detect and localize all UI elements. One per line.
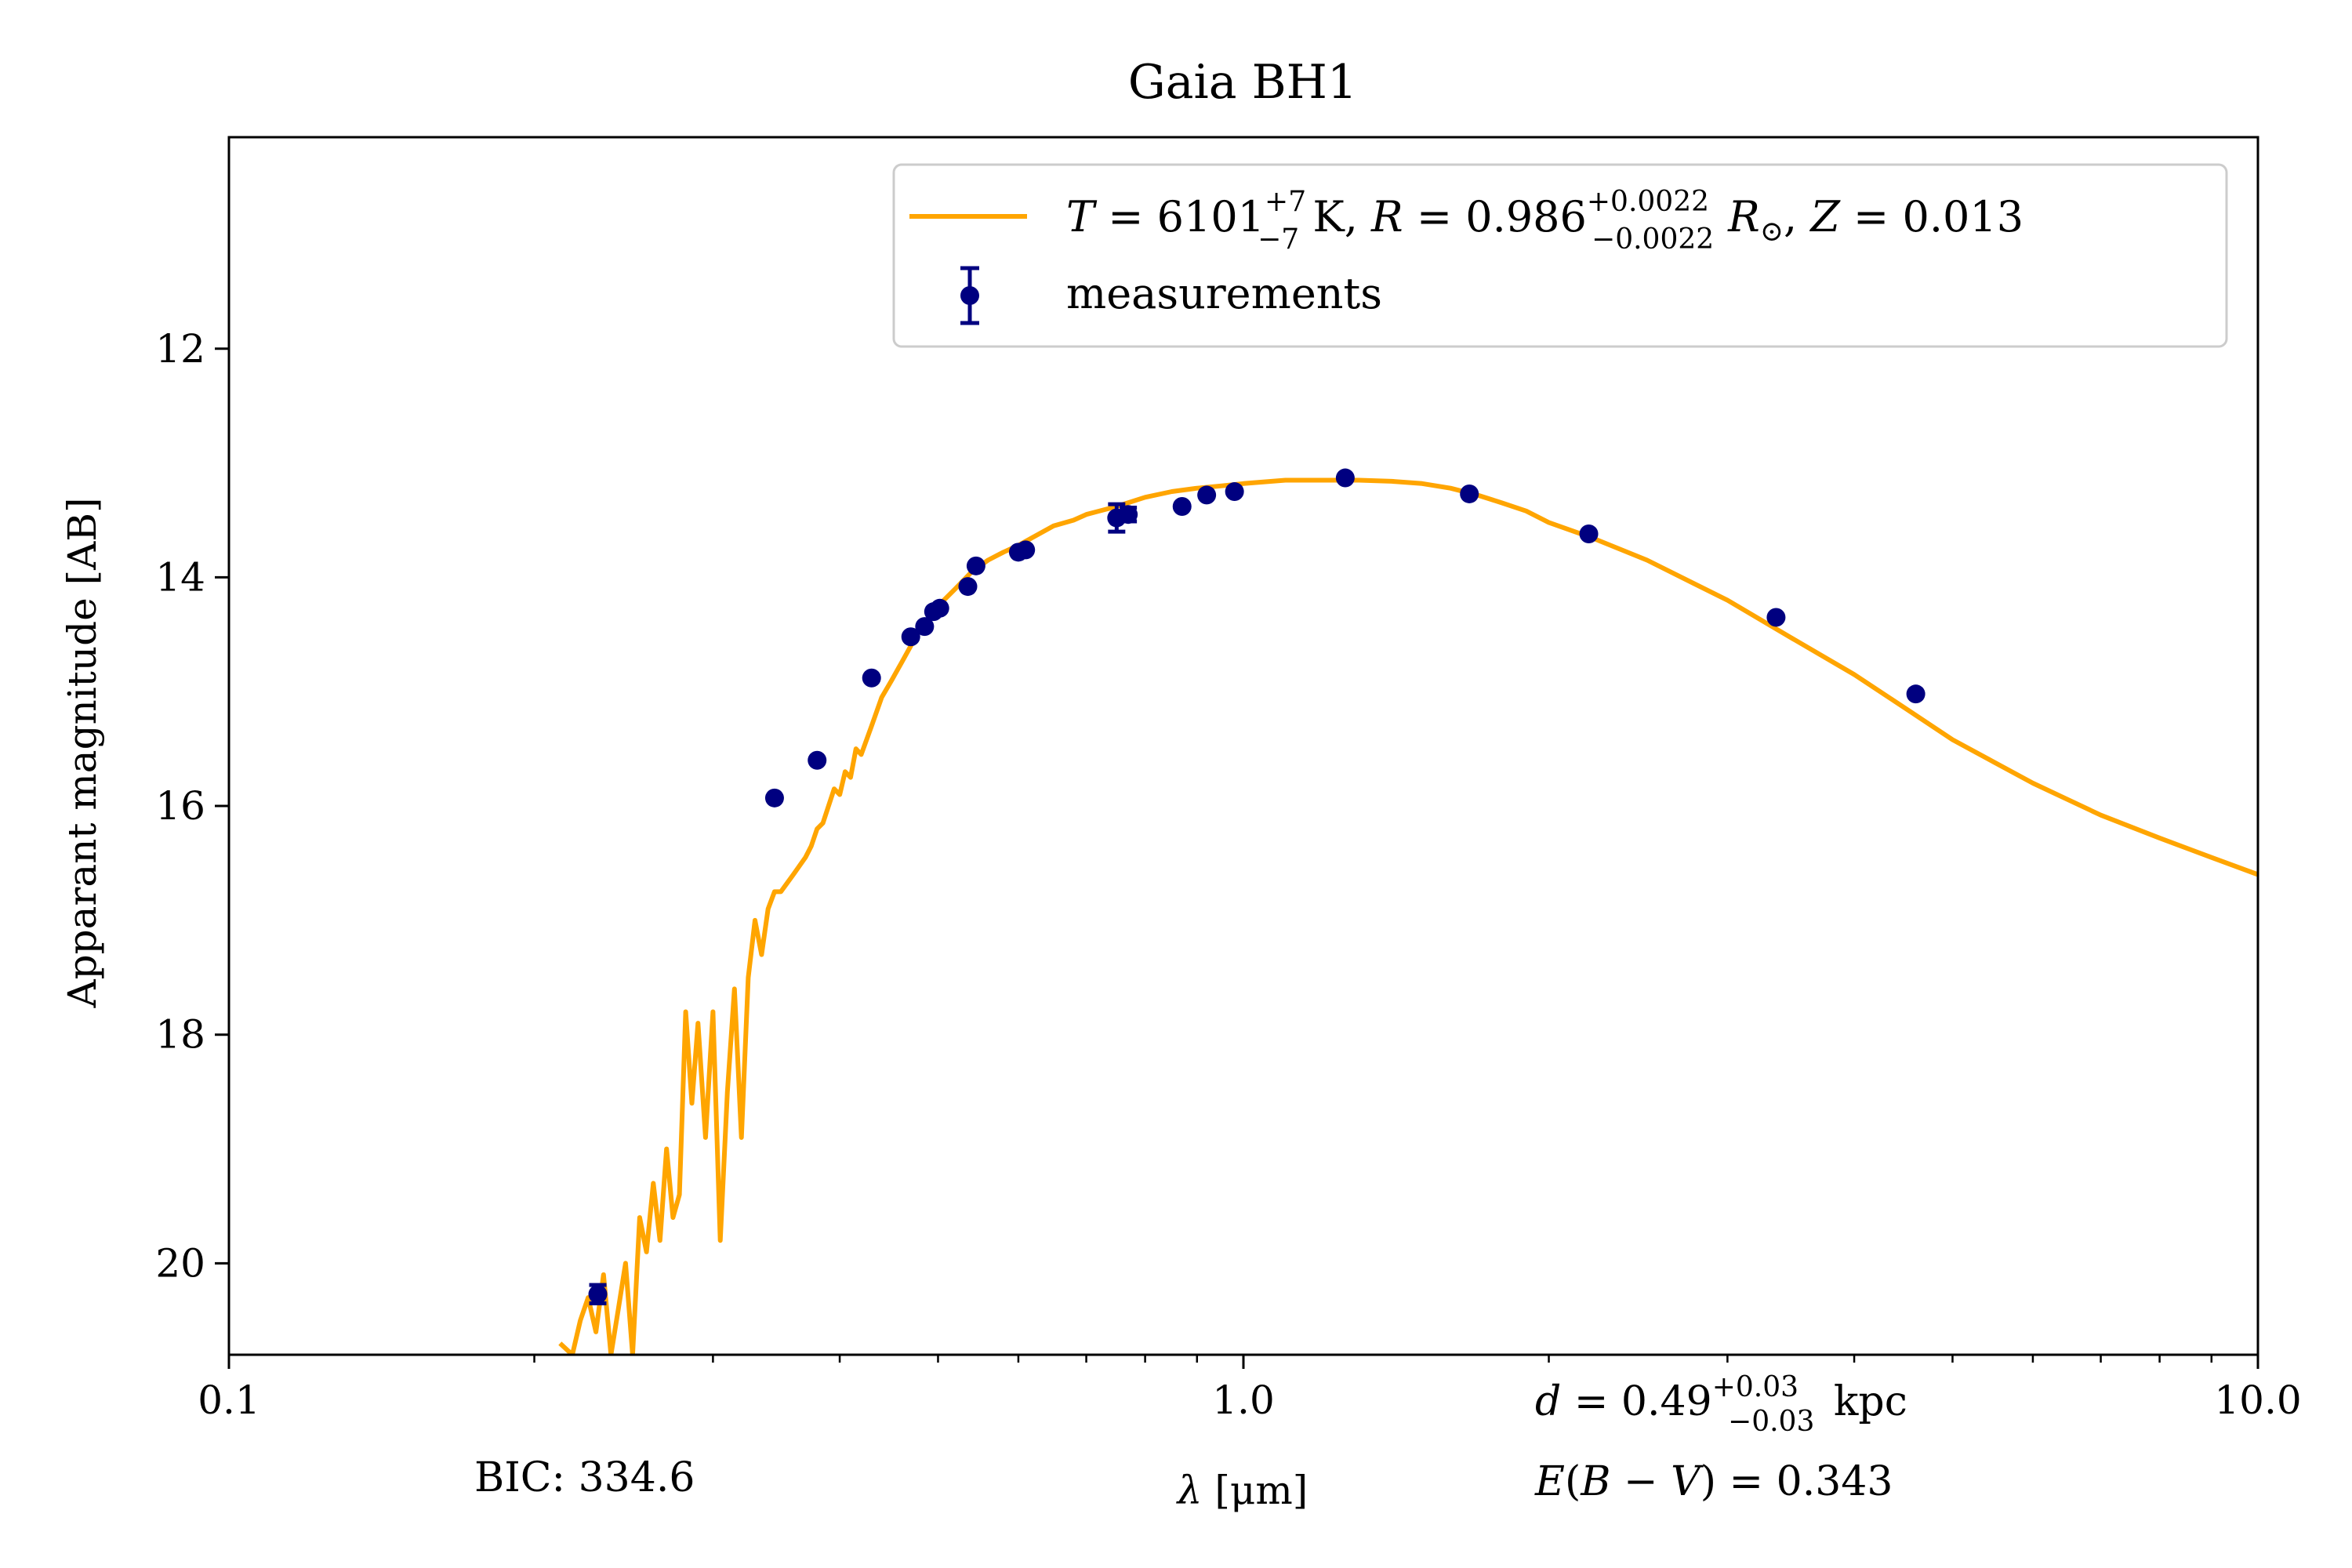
distance-annotation: d = 0.49+0.03 −0.03 kpc xyxy=(1535,1371,1907,1438)
measurement-point xyxy=(901,627,920,647)
chart-title: Gaia BH1 xyxy=(1128,55,1357,110)
extinction-annotation: E(B − V) = 0.343 xyxy=(1534,1458,1893,1505)
x-tick-label: 0.1 xyxy=(198,1377,260,1423)
measurement-point xyxy=(1460,484,1479,503)
measurement-point xyxy=(1579,524,1599,544)
measurement-point xyxy=(1016,540,1036,560)
y-tick-label: 16 xyxy=(155,783,205,829)
measurement-point xyxy=(1766,608,1786,627)
ticks: 12 14 16 18 20 0.1 1.0 10.0 xyxy=(155,326,2301,1423)
measurement-point xyxy=(862,668,881,688)
measurement-point xyxy=(958,577,978,597)
measurement-point xyxy=(764,788,784,808)
legend: T = 6101+7 −7 K, R = 0.986+0.0022 −0.0022 R… xyxy=(892,163,2228,348)
measurement-point xyxy=(930,598,949,618)
model-spectrum xyxy=(558,477,2258,1355)
measurement-points xyxy=(588,468,1926,1305)
measurement-point xyxy=(808,750,827,770)
measurement-point xyxy=(588,1283,608,1305)
legend-measurement-marker xyxy=(960,266,979,325)
bic-annotation: BIC: 334.6 xyxy=(474,1454,695,1501)
legend-model-label: T = 6101+7 −7 K, R = 0.986+0.0022 −0.0022 R… xyxy=(1066,186,2024,256)
measurement-point xyxy=(1119,505,1138,524)
legend-measurements-label: measurements xyxy=(1066,269,1382,318)
y-tick-label: 12 xyxy=(155,326,205,372)
y-tick-label: 20 xyxy=(155,1240,205,1286)
measurement-point xyxy=(1172,497,1192,517)
measurement-point xyxy=(1335,468,1355,488)
model-line xyxy=(558,477,2258,1355)
measurement-point xyxy=(966,556,985,575)
y-tick-label: 18 xyxy=(155,1012,205,1058)
x-tick-label: 1.0 xyxy=(1212,1377,1275,1423)
measurement-point xyxy=(1906,684,1926,704)
measurement-point xyxy=(1197,485,1217,505)
y-axis-label: Apparant magnitude [AB] xyxy=(60,498,105,1009)
x-axis-label: λ [μm] xyxy=(1176,1468,1308,1513)
measurement-point xyxy=(915,617,935,637)
x-tick-label: 10.0 xyxy=(2214,1377,2301,1423)
measurement-point xyxy=(1225,482,1244,502)
y-tick-label: 14 xyxy=(155,554,205,600)
